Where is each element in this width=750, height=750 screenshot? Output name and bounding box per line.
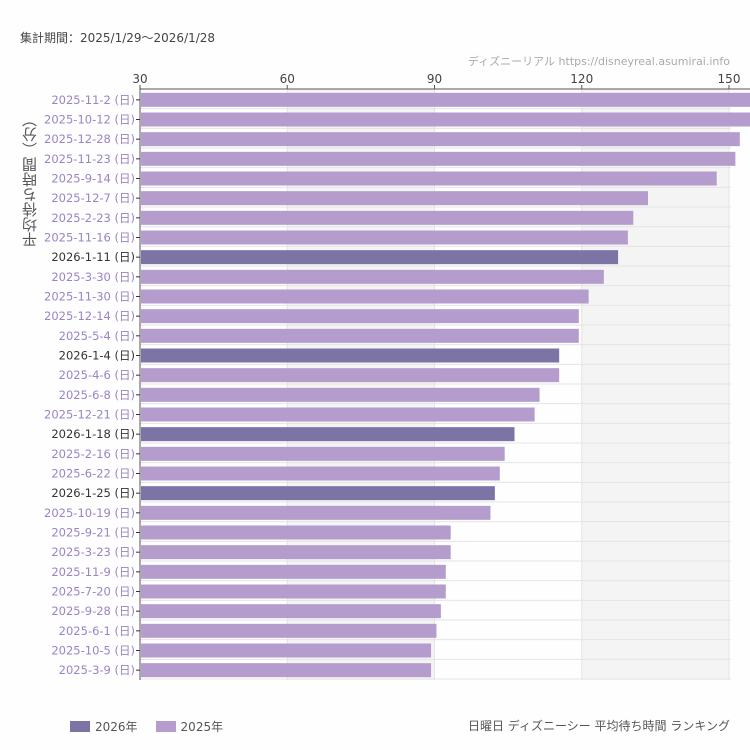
y-tick-label: 2025-10-5 (日) (51, 644, 135, 658)
y-tick-label: 2025-10-12 (日) (44, 113, 135, 127)
bar (141, 466, 500, 481)
y-tick-label: 2025-9-14 (日) (51, 172, 135, 186)
legend-label-2026: 2026年 (95, 720, 138, 734)
y-tick-label: 2025-12-7 (日) (51, 191, 135, 205)
bar (141, 623, 437, 638)
y-tick-label: 2025-6-22 (日) (51, 467, 135, 481)
bar (141, 368, 560, 383)
bar (141, 171, 717, 186)
legend: 2026年 2025年 (70, 718, 223, 735)
y-tick-label: 2025-5-4 (日) (59, 329, 135, 343)
y-tick-label: 2025-3-23 (日) (51, 545, 135, 559)
bar (141, 132, 740, 147)
y-tick-label: 2025-12-14 (日) (44, 309, 135, 323)
legend-item-2025[interactable]: 2025年 (155, 718, 224, 735)
y-tick-label: 2025-11-2 (日) (51, 93, 135, 107)
y-tick-label: 2026-1-11 (日) (51, 250, 135, 264)
y-tick-label: 2025-4-6 (日) (59, 368, 135, 382)
bar (141, 643, 432, 658)
y-tick-label: 2025-9-21 (日) (51, 526, 135, 540)
y-tick-label: 2025-2-16 (日) (51, 447, 135, 461)
period-label: 集計期間：2025/1/29〜2026/1/28 (20, 31, 216, 45)
bar (141, 486, 495, 501)
x-tick-label: 150 (718, 72, 741, 86)
y-tick-label: 2025-3-9 (日) (59, 663, 135, 677)
bar (141, 584, 446, 599)
bar (141, 525, 451, 540)
legend-item-2026[interactable]: 2026年 (70, 718, 138, 735)
legend-swatch-2025 (155, 721, 176, 732)
y-tick-label: 2025-2-23 (日) (51, 211, 135, 225)
bar (141, 663, 432, 678)
bar (141, 545, 451, 560)
x-tick-label: 90 (427, 72, 442, 86)
bar (141, 230, 628, 245)
bar (141, 151, 736, 166)
chart-title: 日曜日 ディズニーシー 平均待ち時間 ランキング (467, 719, 730, 733)
y-tick-label: 2025-12-28 (日) (44, 132, 135, 146)
bar (141, 446, 505, 461)
bar (141, 309, 579, 324)
bar (141, 348, 560, 363)
y-tick-label: 2025-11-16 (日) (44, 231, 135, 245)
bar (141, 289, 589, 304)
bar (141, 564, 446, 579)
bar (141, 328, 579, 343)
bar (141, 604, 441, 619)
y-tick-label: 2025-7-20 (日) (51, 585, 135, 599)
y-tick-label: 2025-6-8 (日) (59, 388, 135, 402)
legend-swatch-2026 (70, 721, 90, 732)
y-tick-label: 2025-12-21 (日) (44, 408, 135, 422)
y-tick-label: 2025-10-19 (日) (44, 506, 135, 520)
x-tick-label: 30 (132, 72, 147, 86)
y-tick-label: 2026-1-4 (日) (59, 349, 135, 363)
y-tick-label: 2025-11-9 (日) (51, 565, 135, 579)
y-tick-label: 2025-11-30 (日) (44, 290, 135, 304)
bar (141, 427, 515, 442)
bar (141, 112, 750, 127)
bar (141, 505, 491, 520)
y-tick-label: 2026-1-25 (日) (51, 486, 135, 500)
bar (141, 210, 634, 225)
y-tick-label: 2025-9-28 (日) (51, 604, 135, 618)
x-tick-label: 120 (570, 72, 593, 86)
y-tick-label: 2026-1-18 (日) (51, 427, 135, 441)
bar (141, 407, 535, 422)
bar (141, 191, 649, 206)
legend-label-2025: 2025年 (180, 720, 224, 734)
y-tick-label: 2025-11-23 (日) (44, 152, 135, 166)
bar (141, 250, 619, 265)
site-credit: ディズニーリアル https://disneyreal.asumirai.inf… (467, 55, 730, 68)
bar (141, 92, 750, 107)
y-tick-label: 2025-6-1 (日) (59, 624, 135, 638)
bar (141, 269, 604, 284)
x-tick-label: 60 (280, 72, 295, 86)
y-tick-label: 2025-3-30 (日) (51, 270, 135, 284)
bar (141, 387, 540, 402)
